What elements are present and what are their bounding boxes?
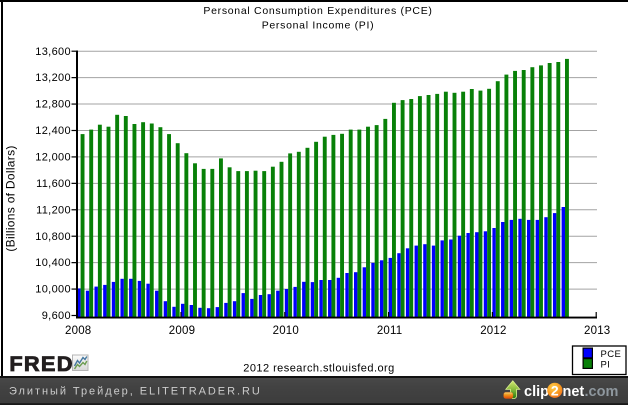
svg-text:PCE: PCE xyxy=(601,349,622,360)
svg-text:2011: 2011 xyxy=(377,325,403,337)
svg-text:2013: 2013 xyxy=(584,325,610,337)
svg-text:2008: 2008 xyxy=(65,325,91,337)
svg-text:2010: 2010 xyxy=(273,325,299,337)
svg-text:12,000: 12,000 xyxy=(35,152,71,164)
svg-text:Personal Consumption Expenditu: Personal Consumption Expenditures (PCE) xyxy=(203,5,432,17)
svg-text:2012: 2012 xyxy=(480,325,506,337)
svg-text:11,200: 11,200 xyxy=(36,204,71,216)
svg-text:FRED: FRED xyxy=(9,352,73,376)
svg-text:.com: .com xyxy=(585,384,619,400)
svg-text:net: net xyxy=(563,384,585,400)
svg-text:13,200: 13,200 xyxy=(35,72,71,84)
svg-text:12,800: 12,800 xyxy=(35,99,71,111)
svg-text:9,600: 9,600 xyxy=(42,310,71,322)
svg-text:2012 research.stlouisfed.org: 2012 research.stlouisfed.org xyxy=(243,363,394,375)
svg-text:PI: PI xyxy=(601,359,611,370)
svg-text:11,600: 11,600 xyxy=(36,178,71,190)
svg-text:clip: clip xyxy=(524,384,549,400)
svg-text:2009: 2009 xyxy=(169,325,195,337)
svg-text:Personal Income (PI): Personal Income (PI) xyxy=(262,20,375,32)
svg-text:2: 2 xyxy=(551,382,559,398)
svg-text:13,600: 13,600 xyxy=(35,46,71,58)
svg-text:10,800: 10,800 xyxy=(35,231,71,243)
svg-text:10,400: 10,400 xyxy=(35,257,71,269)
svg-text:12,400: 12,400 xyxy=(35,125,71,137)
svg-text:10,000: 10,000 xyxy=(35,284,71,296)
svg-text:(Billions of Dollars): (Billions of Dollars) xyxy=(3,145,17,251)
svg-text:Элитный Трейдер, ELITETRADER.R: Элитный Трейдер, ELITETRADER.RU xyxy=(9,386,262,398)
